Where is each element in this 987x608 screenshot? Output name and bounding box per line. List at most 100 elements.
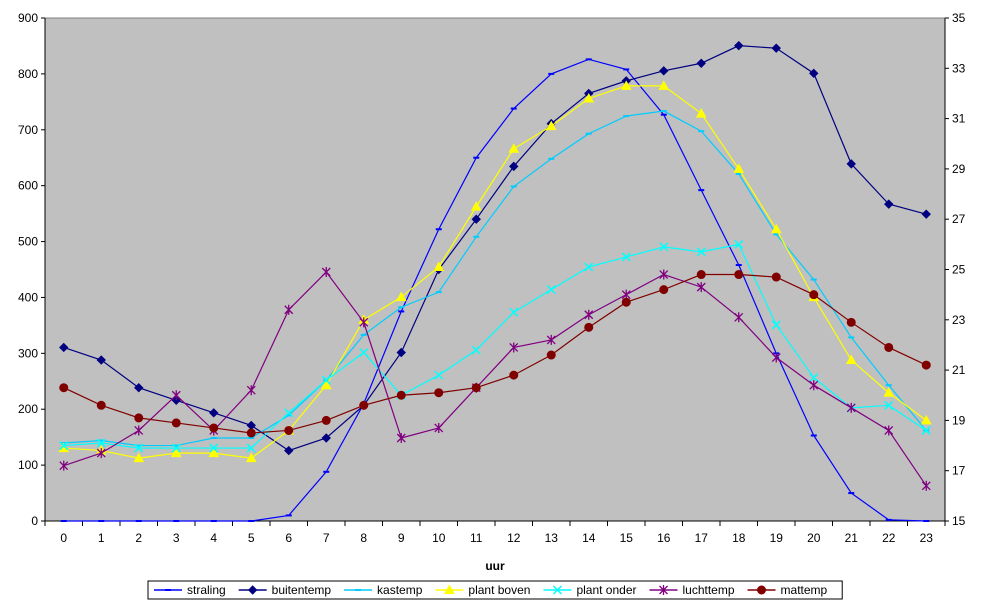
series-straling (60, 58, 930, 522)
data-point (546, 334, 556, 345)
data-point (134, 443, 144, 453)
y-left-tick-label: 0 (31, 514, 38, 528)
data-point (734, 270, 744, 280)
data-point (809, 68, 819, 79)
data-point (584, 309, 594, 320)
data-point (321, 433, 331, 443)
legend-label: plant onder (576, 583, 636, 597)
data-point (733, 163, 745, 173)
data-point (696, 58, 706, 68)
data-point (134, 382, 144, 393)
data-point (584, 322, 594, 332)
data-point (396, 390, 406, 400)
legend-label: buitentemp (272, 583, 332, 597)
data-point (284, 425, 294, 435)
data-point (471, 383, 481, 393)
data-point (508, 143, 520, 153)
series-mattemp (59, 270, 931, 438)
y-left-tick-label: 900 (18, 11, 38, 25)
data-point (846, 317, 856, 327)
data-point (133, 452, 145, 463)
x-tick-label: 5 (248, 531, 255, 545)
series-layer (58, 40, 932, 522)
x-tick-label: 10 (432, 531, 446, 545)
x-tick-label: 8 (360, 531, 367, 545)
x-tick-label: 17 (695, 531, 709, 545)
data-point (134, 425, 144, 436)
series-line (63, 243, 927, 449)
data-point (620, 80, 632, 90)
legend-item: mattemp (747, 583, 828, 597)
x-tick-label: 23 (920, 531, 934, 545)
data-point (884, 425, 894, 436)
x-tick-label: 21 (845, 531, 859, 545)
data-point (509, 161, 519, 172)
x-tick-label: 2 (135, 531, 142, 545)
data-point (921, 209, 931, 219)
data-point (771, 352, 781, 363)
series-buitentemp (59, 40, 931, 456)
data-point (509, 307, 519, 317)
y-right-tick-label: 31 (952, 112, 966, 126)
x-tick-label: 6 (285, 531, 292, 545)
data-point (209, 423, 219, 433)
legend-marker (247, 585, 258, 595)
data-point (921, 480, 931, 491)
data-point (845, 354, 857, 365)
legend-label: plant boven (468, 583, 530, 597)
data-point (809, 373, 819, 383)
series-line (63, 273, 927, 434)
series-line (63, 85, 927, 459)
legend-label: luchttemp (683, 583, 735, 597)
data-point (884, 199, 894, 209)
series-plant-onder (59, 239, 931, 453)
data-point (734, 312, 744, 323)
data-point (321, 375, 331, 385)
y-right-tick-label: 17 (952, 464, 966, 478)
data-point (96, 448, 106, 459)
data-point (320, 379, 332, 390)
y-right-tick-label: 15 (952, 514, 966, 528)
x-tick-label: 11 (470, 531, 483, 545)
y-right-tick-label: 27 (952, 212, 966, 226)
x-tick-label: 13 (545, 531, 559, 545)
x-tick-label: 18 (732, 531, 746, 545)
data-point (284, 304, 294, 315)
legend-item: kastemp (344, 583, 423, 597)
series-line (63, 45, 927, 452)
series-line (63, 271, 927, 487)
data-point (621, 297, 631, 307)
data-point (321, 415, 331, 425)
data-point (771, 43, 781, 53)
data-point (583, 92, 595, 103)
data-point (395, 291, 407, 302)
data-point (471, 345, 481, 355)
data-point (771, 272, 781, 282)
legend-item: buitentemp (238, 583, 332, 597)
legend-item: luchttemp (649, 583, 735, 597)
data-point (509, 342, 519, 353)
legend-label: straling (187, 583, 226, 597)
legend-item: straling (154, 583, 226, 597)
data-point (171, 418, 181, 428)
data-point (96, 400, 106, 410)
legend-marker (552, 585, 562, 595)
data-point (321, 267, 331, 278)
y-left-tick-label: 700 (18, 123, 38, 137)
data-point (170, 447, 182, 458)
legend-marker (757, 585, 767, 595)
data-point (96, 355, 106, 365)
x-tick-label: 4 (210, 531, 217, 545)
y-left-tick-label: 200 (18, 402, 38, 416)
data-point (134, 413, 144, 423)
data-point (171, 390, 181, 401)
data-point (434, 370, 444, 380)
data-point (883, 387, 895, 397)
data-point (396, 433, 406, 444)
data-point (434, 422, 444, 433)
data-point (96, 438, 106, 448)
data-point (921, 425, 931, 435)
data-point (470, 201, 482, 211)
data-point (846, 402, 856, 413)
